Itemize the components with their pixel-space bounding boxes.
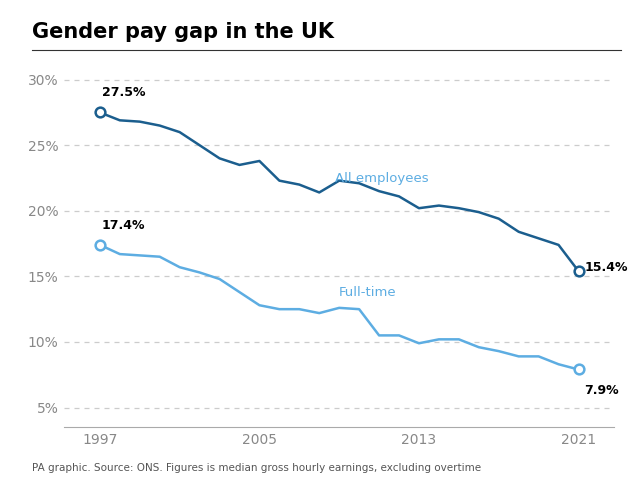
Text: 27.5%: 27.5% [102, 86, 145, 99]
Text: 17.4%: 17.4% [102, 219, 145, 232]
Text: 7.9%: 7.9% [584, 384, 619, 397]
Text: Gender pay gap in the UK: Gender pay gap in the UK [32, 22, 334, 42]
Text: 15.4%: 15.4% [584, 261, 628, 274]
Text: Full-time: Full-time [339, 286, 397, 299]
Text: All employees: All employees [335, 171, 429, 185]
Text: PA graphic. Source: ONS. Figures is median gross hourly earnings, excluding over: PA graphic. Source: ONS. Figures is medi… [32, 463, 481, 473]
